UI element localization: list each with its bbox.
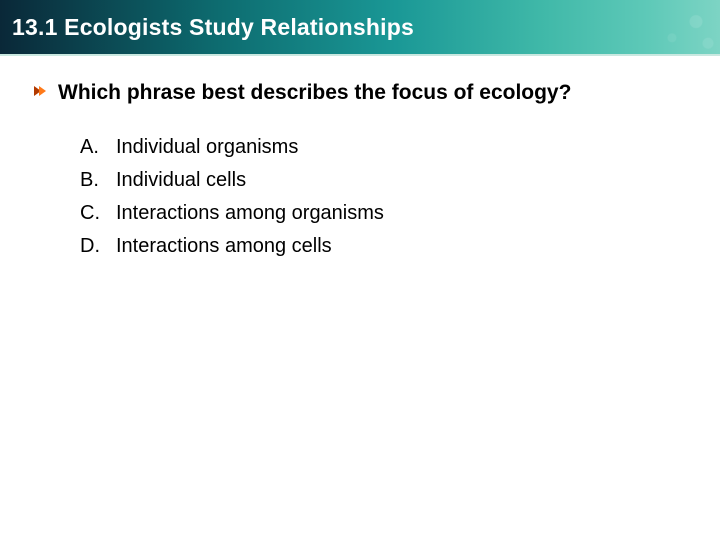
answer-letter: B.	[80, 167, 104, 194]
answer-letter: D.	[80, 233, 104, 260]
slide-content: Which phrase best describes the focus of…	[0, 56, 720, 260]
answers-list: A. Individual organisms B. Individual ce…	[34, 134, 686, 260]
answer-option: D. Interactions among cells	[80, 233, 686, 260]
question-row: Which phrase best describes the focus of…	[34, 80, 686, 106]
answer-option: B. Individual cells	[80, 167, 686, 194]
answer-text: Interactions among cells	[116, 233, 332, 260]
chevron-bullet-icon	[34, 84, 48, 98]
question-text: Which phrase best describes the focus of…	[58, 80, 571, 106]
answer-option: C. Interactions among organisms	[80, 200, 686, 227]
answer-text: Individual cells	[116, 167, 246, 194]
answer-text: Individual organisms	[116, 134, 298, 161]
slide: 13.1 Ecologists Study Relationships Whic…	[0, 0, 720, 540]
answer-option: A. Individual organisms	[80, 134, 686, 161]
answer-letter: A.	[80, 134, 104, 161]
answer-text: Interactions among organisms	[116, 200, 384, 227]
header-title: 13.1 Ecologists Study Relationships	[12, 14, 414, 41]
answer-letter: C.	[80, 200, 104, 227]
slide-header: 13.1 Ecologists Study Relationships	[0, 0, 720, 56]
